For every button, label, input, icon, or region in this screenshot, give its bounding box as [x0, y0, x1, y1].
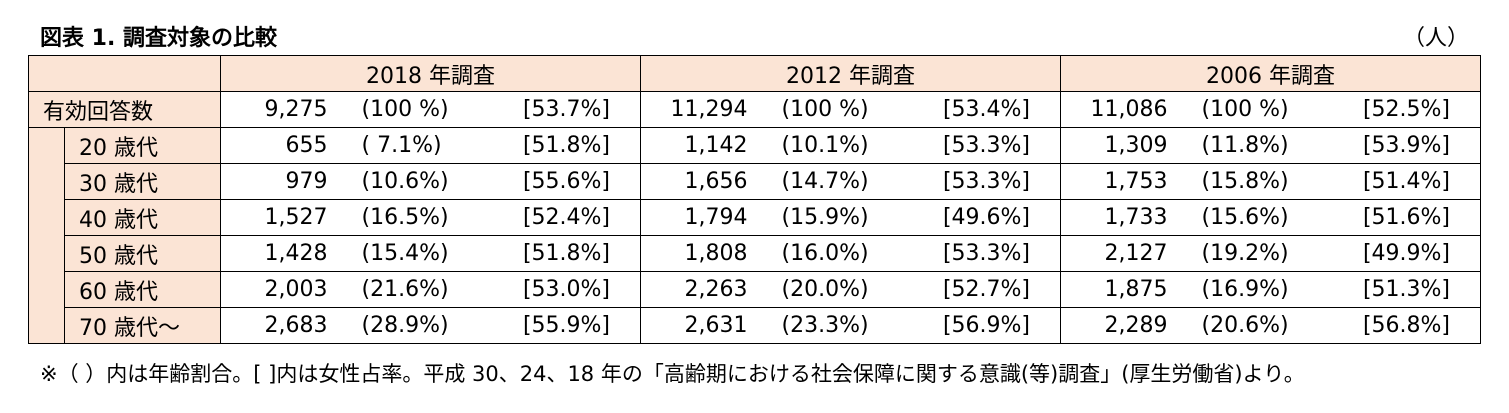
share-cell: (16.5%)	[345, 199, 501, 236]
count-cell: 1,808	[640, 235, 766, 272]
share-cell: (16.0%)	[765, 235, 921, 272]
share-cell: (15.9%)	[765, 199, 921, 236]
female-share-cell: [49.9%]	[1340, 235, 1481, 272]
share-cell: (100 %)	[345, 91, 501, 128]
share-cell: (23.3%)	[765, 307, 921, 344]
count-cell: 2,127	[1060, 235, 1186, 272]
share-cell: (15.8%)	[1185, 163, 1341, 200]
female-share-cell: [56.8%]	[1340, 307, 1481, 344]
count-cell: 979	[220, 163, 346, 200]
share-cell: (10.6%)	[345, 163, 501, 200]
female-share-cell: [51.6%]	[1340, 199, 1481, 236]
female-share-cell: [55.6%]	[500, 163, 641, 200]
share-cell: (14.7%)	[765, 163, 921, 200]
count-cell: 1,733	[1060, 199, 1186, 236]
female-share-cell: [53.9%]	[1340, 127, 1481, 164]
comparison-table: 2018 年調査 2012 年調査 2006 年調査 有効回答数 9,275 (100 %…	[28, 55, 1481, 344]
row-label: 40 歳代	[64, 199, 221, 236]
female-share-cell: [55.9%]	[500, 307, 641, 344]
share-cell: (28.9%)	[345, 307, 501, 344]
count-cell: 1,794	[640, 199, 766, 236]
data-row: 有効回答数 9,275 (100 %) [53.7%] 11,294 (100 %) [53…	[28, 91, 1481, 128]
female-share-cell: [52.5%]	[1340, 91, 1481, 128]
count-cell: 2,631	[640, 307, 766, 344]
data-row: 60 歳代 2,003 (21.6%) [53.0%] 2,263 (20.0%) [52.…	[29, 271, 1481, 308]
female-share-cell: [52.4%]	[500, 199, 641, 236]
count-cell: 9,275	[220, 91, 346, 128]
title: 図表 1. 調査対象の比較	[40, 26, 277, 51]
share-cell: (19.2%)	[1185, 235, 1341, 272]
share-cell: (20.0%)	[765, 271, 921, 308]
count-cell: 1,309	[1060, 127, 1186, 164]
female-share-cell: [51.4%]	[1340, 163, 1481, 200]
share-cell: (100 %)	[765, 91, 921, 128]
share-cell: ( 7.1%)	[345, 127, 501, 164]
count-cell: 11,086	[1060, 91, 1186, 128]
share-cell: (20.6%)	[1185, 307, 1341, 344]
share-cell: (100 %)	[1185, 91, 1341, 128]
data-row: 70 歳代～ 2,683 (28.9%) [55.9%] 2,631 (23.3%) [56…	[29, 307, 1481, 344]
count-cell: 1,753	[1060, 163, 1186, 200]
unit: （人）	[1402, 26, 1469, 51]
corner-cell	[28, 55, 221, 92]
count-cell: 1,875	[1060, 271, 1186, 308]
data-row: 40 歳代 1,527 (16.5%) [52.4%] 1,794 (15.9%) [49.…	[29, 199, 1481, 236]
row-label: 有効回答数	[28, 91, 221, 128]
column-header: 2018 年調査	[220, 55, 641, 92]
female-share-cell: [56.9%]	[920, 307, 1061, 344]
female-share-cell: [52.7%]	[920, 271, 1061, 308]
data-row: 50 歳代 1,428 (15.4%) [51.8%] 1,808 (16.0%) [53.…	[29, 235, 1481, 272]
female-share-cell: [49.6%]	[920, 199, 1061, 236]
data-row: 30 歳代 979 (10.6%) [55.6%] 1,656 (14.7%) [53.3%…	[29, 163, 1481, 200]
count-cell: 1,142	[640, 127, 766, 164]
female-share-cell: [53.0%]	[500, 271, 641, 308]
count-cell: 2,289	[1060, 307, 1186, 344]
female-share-cell: [51.8%]	[500, 127, 641, 164]
female-share-cell: [53.3%]	[920, 163, 1061, 200]
share-cell: (21.6%)	[345, 271, 501, 308]
female-share-cell: [51.8%]	[500, 235, 641, 272]
row-label: 70 歳代～	[64, 307, 221, 344]
footnote: ※（ ）内は年齢割合。[ ]内は女性占率。平成 30、24、18 年の「高齢期に…	[40, 362, 1305, 386]
row-label: 50 歳代	[64, 235, 221, 272]
share-cell: (10.1%)	[765, 127, 921, 164]
table-body: 2018 年調査 2012 年調査 2006 年調査 有効回答数 9,275 (100 %…	[28, 55, 1481, 344]
count-cell: 655	[220, 127, 346, 164]
row-label: 30 歳代	[64, 163, 221, 200]
data-row: 20 歳代 655( 7.1%) [51.8%] 1,142 (10.1%) [53.3%…	[28, 127, 1481, 344]
share-cell: (11.8%)	[1185, 127, 1341, 164]
female-share-cell: [53.3%]	[920, 127, 1061, 164]
indent-cell	[28, 127, 65, 344]
share-cell: (15.6%)	[1185, 199, 1341, 236]
count-cell: 2,263	[640, 271, 766, 308]
count-cell: 2,003	[220, 271, 346, 308]
column-header: 2006 年調査	[1060, 55, 1481, 92]
female-share-cell: [53.3%]	[920, 235, 1061, 272]
female-share-cell: [53.4%]	[920, 91, 1061, 128]
header-row: 2018 年調査 2012 年調査 2006 年調査	[28, 55, 1481, 92]
row-label: 20 歳代	[64, 127, 221, 164]
share-cell: (15.4%)	[345, 235, 501, 272]
female-share-cell: [51.3%]	[1340, 271, 1481, 308]
column-header: 2012 年調査	[640, 55, 1061, 92]
count-cell: 1,428	[220, 235, 346, 272]
count-cell: 1,527	[220, 199, 346, 236]
share-cell: (16.9%)	[1185, 271, 1341, 308]
count-cell: 11,294	[640, 91, 766, 128]
count-cell: 2,683	[220, 307, 346, 344]
row-label: 60 歳代	[64, 271, 221, 308]
female-share-cell: [53.7%]	[500, 91, 641, 128]
count-cell: 1,656	[640, 163, 766, 200]
